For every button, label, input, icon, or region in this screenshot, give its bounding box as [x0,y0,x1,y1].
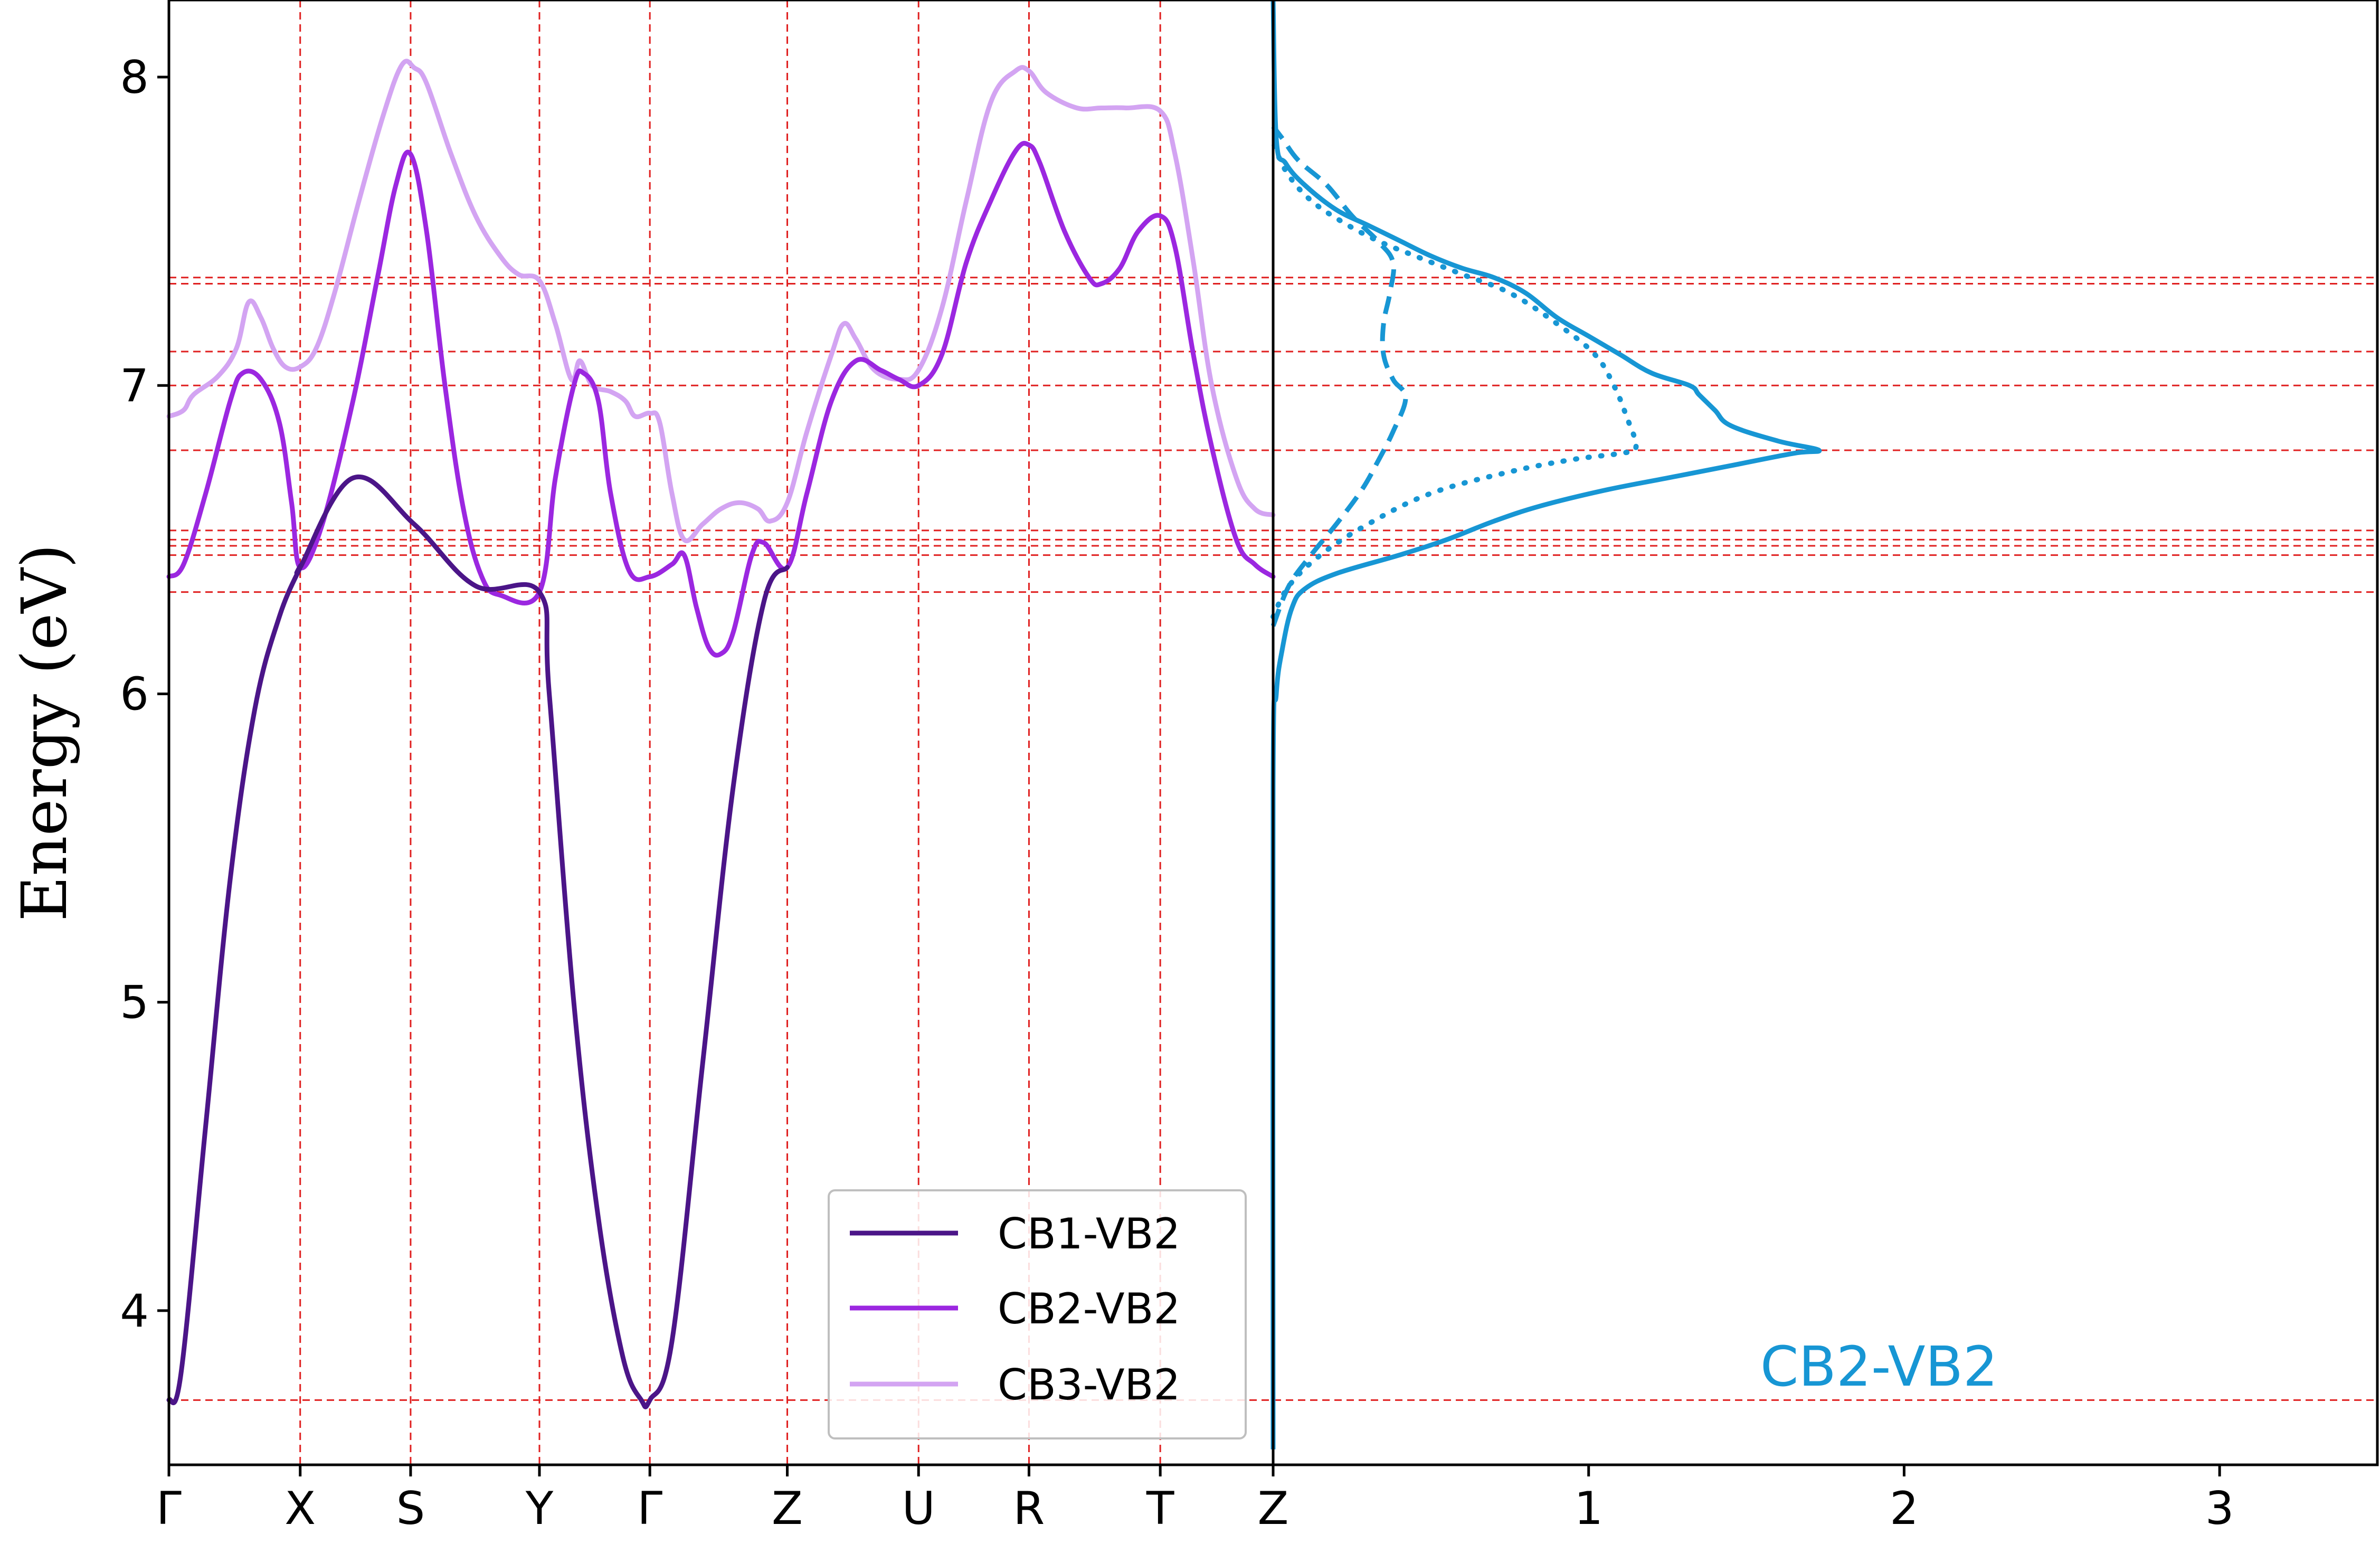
legend: CB1-VB2 CB2-VB2 CB3-VB2 [828,1189,1247,1439]
kpoint-label: Z [772,1482,803,1535]
jdos-tick-label: 3 [2205,1482,2234,1535]
kpoint-label: X [285,1482,316,1535]
series-line-cb2-vb2 [166,140,1276,658]
jdos-line-dashed [1270,125,1408,627]
kpoint-label: Γ [637,1482,662,1535]
legend-label-cb1-vb2: CB1-VB2 [998,1209,1180,1258]
kpoint-label: S [396,1482,425,1535]
kpoint-label: U [902,1482,935,1535]
legend-label-cb3-vb2: CB3-VB2 [998,1360,1180,1409]
jdos-line-solid [1270,0,1822,1450]
grid-lines [169,0,2377,1465]
y-tick-label: 5 [120,977,149,1029]
tick-layer: 4 5 6 7 8 Γ X S Y Γ Z U R T Z 1 2 3 [120,51,2234,1535]
band-series-layer [166,59,1276,1409]
legend-label-cb2-vb2: CB2-VB2 [998,1284,1180,1333]
jdos-tick-label: 2 [1890,1482,1919,1535]
kpoint-label: Γ [156,1482,182,1535]
series-line-cb3-vb2 [166,59,1276,544]
y-tick-label: 8 [120,51,149,104]
kpoint-label: R [1013,1482,1045,1535]
jdos-series-layer [1270,0,1822,1450]
jdos-tick-label: 1 [1574,1482,1603,1535]
kpoint-label: Y [525,1482,554,1535]
y-tick-label: 7 [120,359,149,412]
legend-box [828,1189,1247,1439]
kpoint-label: T [1146,1482,1174,1535]
jdos-line-dotted [1270,136,1639,620]
y-tick-label: 6 [120,668,149,721]
jdos-panel-label: CB2-VB2 [1760,1334,1998,1399]
y-axis-label: Energy (eV) [8,544,81,921]
kpoint-label: Z [1258,1482,1289,1535]
series-line-cb1-vb2 [166,475,790,1409]
right-axes-frame [1272,0,2379,1466]
y-tick-label: 4 [120,1285,149,1338]
